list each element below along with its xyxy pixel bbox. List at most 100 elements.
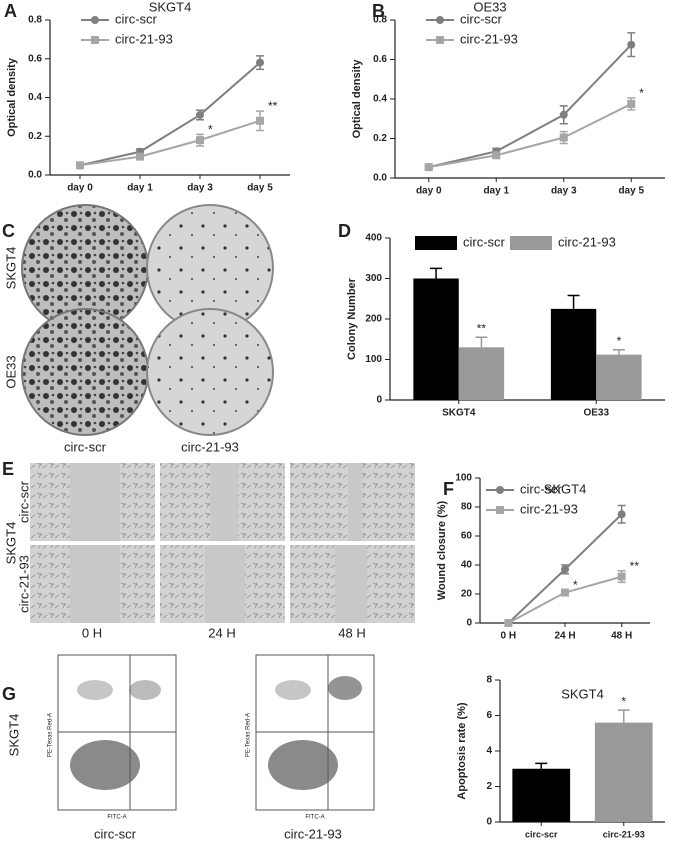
- marker: [561, 565, 569, 574]
- axis-label: FITC-A: [305, 815, 324, 821]
- wound-gap: [335, 545, 367, 623]
- cell-cloud: [70, 740, 140, 790]
- panel-label: A: [4, 1, 17, 21]
- y-tick-label: 4: [486, 746, 492, 757]
- legend-label: circ-21-93: [558, 234, 616, 249]
- marker: [196, 110, 204, 119]
- y-tick-label: 100: [365, 354, 382, 365]
- row-label: circ-21-93: [16, 555, 31, 613]
- y-tick-label: 200: [365, 314, 382, 325]
- column-label: 48 H: [338, 625, 365, 640]
- marker: [91, 16, 99, 24]
- legend-label: circ-scr: [520, 481, 563, 496]
- axis-label: PE-Texas Red-A: [246, 713, 252, 757]
- flow-plot: PE-Texas Red-A FITC-A circ-21-93: [246, 654, 375, 841]
- significance: *: [208, 122, 213, 136]
- legend-label: circ-21-93: [460, 31, 518, 46]
- x-tick-label: SKGT4: [442, 408, 476, 419]
- legend-swatch: [510, 236, 552, 250]
- error-bar: [567, 294, 580, 309]
- series-line: [79, 119, 261, 167]
- column-label: circ-scr: [94, 826, 137, 841]
- panel-label: D: [338, 221, 351, 241]
- marker: [559, 133, 568, 142]
- y-tick-label: 0.8: [28, 15, 42, 26]
- significance: **: [268, 99, 278, 113]
- row-label: SKGT4: [6, 714, 21, 757]
- y-tick-label: 300: [365, 273, 382, 284]
- significance: *: [573, 578, 578, 592]
- wound-panel: SKGT4 circ-scr circ-21-93 0 H 24 H 48 H: [3, 463, 415, 640]
- y-tick-label: 0.0: [373, 173, 387, 184]
- x-tick-label: day 5: [618, 186, 644, 197]
- plate-image: [146, 308, 274, 436]
- bar: [413, 278, 459, 400]
- bar: [594, 722, 653, 822]
- panel-labels: A B C D E F G: [2, 1, 454, 704]
- axis-label: FITC-A: [107, 815, 126, 821]
- panel-label: C: [2, 221, 15, 241]
- significance: *: [617, 334, 622, 348]
- panel-label: B: [372, 1, 385, 21]
- marker: [561, 588, 569, 597]
- series-line: [79, 61, 261, 167]
- bar: [550, 308, 597, 400]
- marker: [504, 619, 513, 627]
- row-label: circ-scr: [16, 480, 31, 523]
- y-tick-label: 100: [455, 473, 472, 484]
- significance: **: [630, 559, 640, 573]
- flow-plot: PE-Texas Red-A FITC-A circ-scr: [48, 654, 177, 841]
- x-tick-label: circ-scr: [525, 829, 558, 839]
- y-axis-label: Apoptosis rate (%): [456, 702, 468, 800]
- wound-gap: [70, 545, 120, 623]
- cell-cloud: [77, 680, 113, 700]
- marker: [256, 58, 264, 67]
- bar: [512, 768, 571, 822]
- chart-title: SKGT4: [544, 481, 587, 496]
- colony-panel: SKGT4 OE33 circ-scr circ-21-93: [3, 204, 274, 454]
- panel-label: E: [2, 459, 14, 479]
- x-tick-label: day 1: [483, 186, 509, 197]
- x-tick-label: day 0: [67, 183, 93, 194]
- y-tick-label: 0.6: [28, 53, 42, 64]
- marker: [617, 572, 626, 581]
- marker: [196, 136, 204, 145]
- x-tick-label: day 3: [187, 183, 213, 194]
- marker: [559, 110, 568, 119]
- column-label: 24 H: [208, 625, 235, 640]
- y-tick-label: 0.0: [28, 170, 42, 181]
- marker: [496, 506, 504, 514]
- y-tick-label: 80: [461, 502, 473, 513]
- marker: [627, 99, 636, 108]
- series-line: [507, 575, 622, 624]
- y-tick-label: 400: [365, 233, 382, 244]
- y-axis-label: Optical density: [6, 57, 18, 137]
- row-label: SKGT4: [3, 247, 18, 290]
- plate-image: [21, 308, 149, 436]
- legend-swatch: [415, 236, 457, 250]
- row-label: SKGT4: [3, 522, 18, 565]
- marker: [436, 36, 444, 44]
- x-tick-label: day 3: [551, 186, 577, 197]
- series-line: [428, 43, 632, 169]
- panel-label: G: [2, 684, 16, 704]
- y-tick-label: 0.2: [373, 133, 387, 144]
- x-tick-label: day 5: [247, 183, 273, 194]
- error-bar: [430, 267, 443, 279]
- y-axis-label: Colony Number: [346, 277, 358, 360]
- x-tick-label: 0 H: [501, 631, 517, 642]
- y-axis-label: Optical density: [351, 59, 363, 139]
- marker: [617, 510, 626, 519]
- marker: [76, 161, 84, 170]
- legend-label: circ-scr: [460, 11, 503, 26]
- wound-gap: [205, 545, 245, 623]
- significance: **: [477, 321, 487, 335]
- significance: *: [639, 86, 644, 100]
- series-line: [428, 103, 632, 169]
- x-tick-label: 24 H: [554, 631, 575, 642]
- marker: [496, 486, 504, 494]
- cell-cloud: [268, 740, 338, 790]
- x-tick-label: day 0: [416, 186, 442, 197]
- chart-title: OE33: [473, 0, 506, 14]
